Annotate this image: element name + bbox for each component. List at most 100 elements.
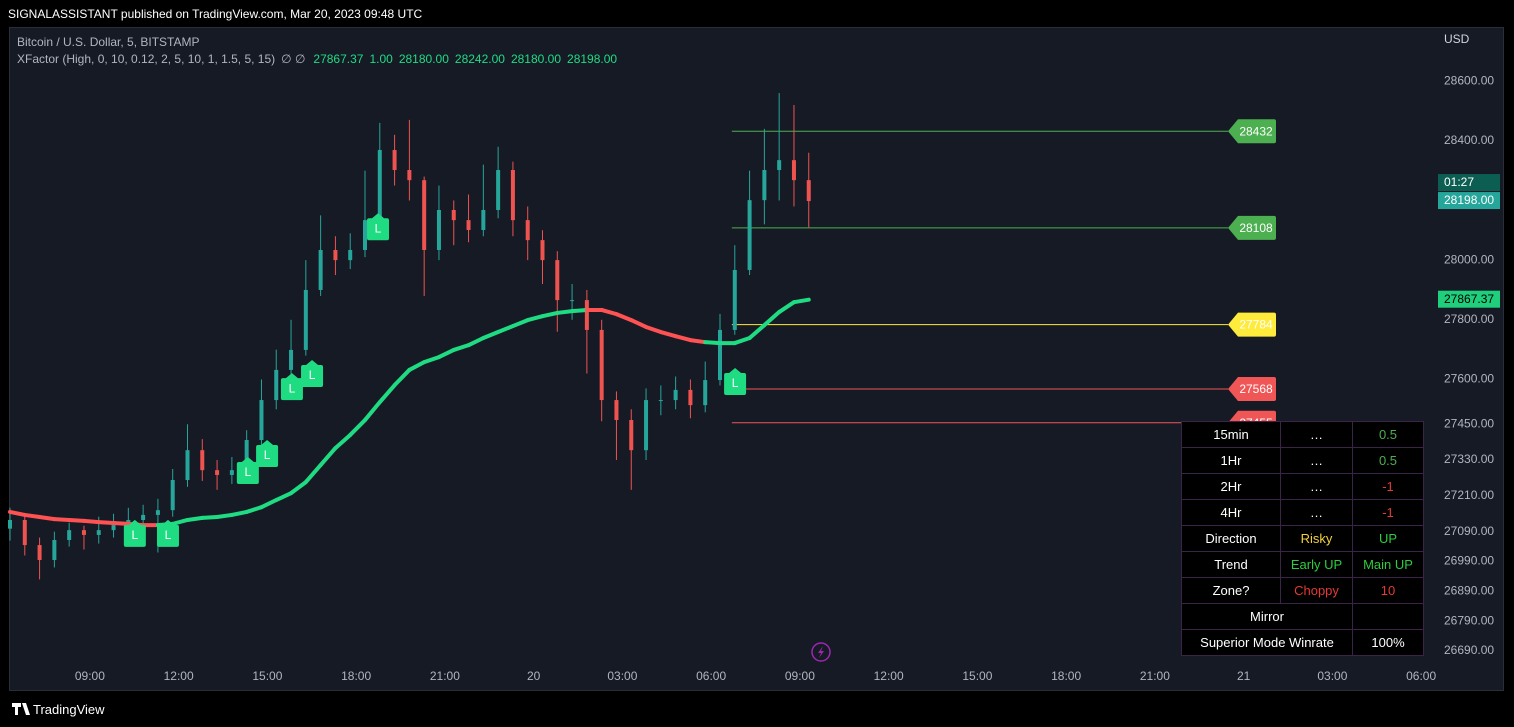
ma-segment: [229, 509, 249, 517]
alert-icon[interactable]: [811, 642, 831, 662]
table-row: 1Hr… 0.5: [1181, 447, 1424, 474]
signal-label: L: [309, 368, 316, 382]
ma-segment: [392, 367, 412, 388]
indicator-value: 28242.00: [454, 52, 505, 66]
candle-body: [806, 180, 811, 202]
candle-body: [688, 389, 693, 406]
table-cell: …: [1280, 473, 1353, 500]
ma-segment: [422, 355, 441, 365]
ma-price-box: [1438, 290, 1500, 308]
signal-marker: [156, 519, 179, 547]
candle-body: [303, 289, 308, 350]
y-tick-label: 27800.00: [1444, 312, 1494, 326]
indicator-value: 1.00: [369, 52, 393, 66]
last-price-label: 28198.00: [1444, 193, 1494, 207]
level-label: 28432: [1239, 124, 1273, 138]
ma-segment: [348, 418, 367, 437]
table-cell: 0.5: [1352, 447, 1424, 474]
x-tick-label: 03:00: [1317, 669, 1347, 683]
candle-body: [22, 519, 27, 546]
symbol-title: Bitcoin / U.S. Dollar, 5, BITSTAMP: [17, 35, 200, 49]
x-tick-label: 06:00: [1406, 669, 1436, 683]
ma-segment: [111, 520, 131, 526]
ma-segment: [496, 324, 515, 335]
signal-marker: [367, 213, 390, 241]
level-tag: [1228, 312, 1276, 337]
table-cell: 15min: [1181, 421, 1281, 448]
candle-body: [525, 220, 530, 241]
table-cell: Early UP: [1280, 551, 1353, 578]
candle-body: [363, 220, 367, 250]
ma-segment: [81, 518, 101, 525]
candle-body: [570, 300, 575, 302]
candle-body: [96, 530, 101, 535]
signal-marker: [236, 456, 259, 484]
signal-label: L: [165, 528, 172, 542]
level-tag: [1228, 215, 1276, 240]
y-tick-label: 27450.00: [1444, 416, 1494, 430]
indicator-value: 27867.37: [313, 52, 364, 66]
countdown-box: [1438, 174, 1500, 192]
indicator-legend: XFactor (High, 0, 10, 0.12, 2, 5, 10, 1,…: [17, 52, 623, 66]
table-row: 15min… 0.5: [1181, 421, 1424, 448]
candle-body: [510, 170, 515, 221]
candle-body: [141, 514, 146, 520]
candle-body: [584, 300, 589, 330]
candle-body: [762, 170, 767, 201]
x-tick-label: 12:00: [164, 669, 194, 683]
indicator-value: 28180.00: [510, 52, 562, 66]
signal-label: L: [264, 448, 271, 462]
x-tick-label: 12:00: [874, 669, 904, 683]
ma-segment: [570, 307, 589, 314]
countdown: 01:27: [1444, 175, 1474, 189]
level-tag: [1228, 119, 1276, 144]
ma-segment: [363, 400, 382, 423]
ma-segment: [777, 300, 796, 315]
x-tick-label: 03:00: [607, 669, 637, 683]
indicator-value: 28180.00: [398, 52, 449, 66]
y-tick-label: 28600.00: [1444, 73, 1494, 87]
y-tick-label: 28000.00: [1444, 252, 1494, 266]
ma-segment: [244, 505, 264, 514]
table-cell: 1Hr: [1181, 447, 1281, 474]
ma-segment: [185, 515, 205, 522]
candle-body: [673, 389, 678, 401]
indicator-value: 28198.00: [567, 52, 618, 66]
alert-icon-bolt: [818, 646, 824, 658]
ma-segment: [274, 491, 294, 503]
level-tag: [1228, 377, 1276, 402]
ma-segment: [510, 318, 530, 329]
x-tick-label: 20: [527, 669, 541, 683]
table-cell: 100%: [1352, 629, 1424, 656]
candle-body: [599, 329, 604, 401]
signal-label: L: [131, 528, 138, 542]
logo: [12, 703, 30, 715]
ma-segment: [451, 343, 471, 352]
ma-segment: [37, 515, 57, 522]
currency: USD: [1444, 32, 1470, 46]
last-price-box: [1438, 192, 1500, 210]
candle-body: [244, 440, 249, 471]
y-tick-label: 26690.00: [1444, 643, 1494, 657]
ma-segment: [333, 432, 353, 451]
table-cell: …: [1352, 603, 1424, 630]
candle-body: [8, 519, 12, 529]
ma-segment: [791, 297, 811, 305]
signal-label: L: [245, 465, 252, 479]
table-cell: -1: [1352, 499, 1424, 526]
table-row: Direction Risky UP: [1181, 525, 1424, 552]
table-row: 2Hr… -1: [1181, 473, 1424, 500]
table-cell: 2Hr: [1181, 473, 1281, 500]
table-row: Zone? Choppy 10: [1181, 577, 1424, 604]
ma-segment: [377, 383, 397, 405]
table-cell: Mirror: [1181, 603, 1353, 630]
ma-segment: [732, 335, 752, 346]
ma-segment: [629, 318, 649, 329]
ma-segment: [525, 314, 545, 323]
table-cell: Direction: [1181, 525, 1281, 552]
signal-label: L: [732, 376, 739, 390]
candle-body: [451, 210, 456, 221]
x-tick-label: 21:00: [430, 669, 460, 683]
ma-segment: [303, 463, 323, 485]
